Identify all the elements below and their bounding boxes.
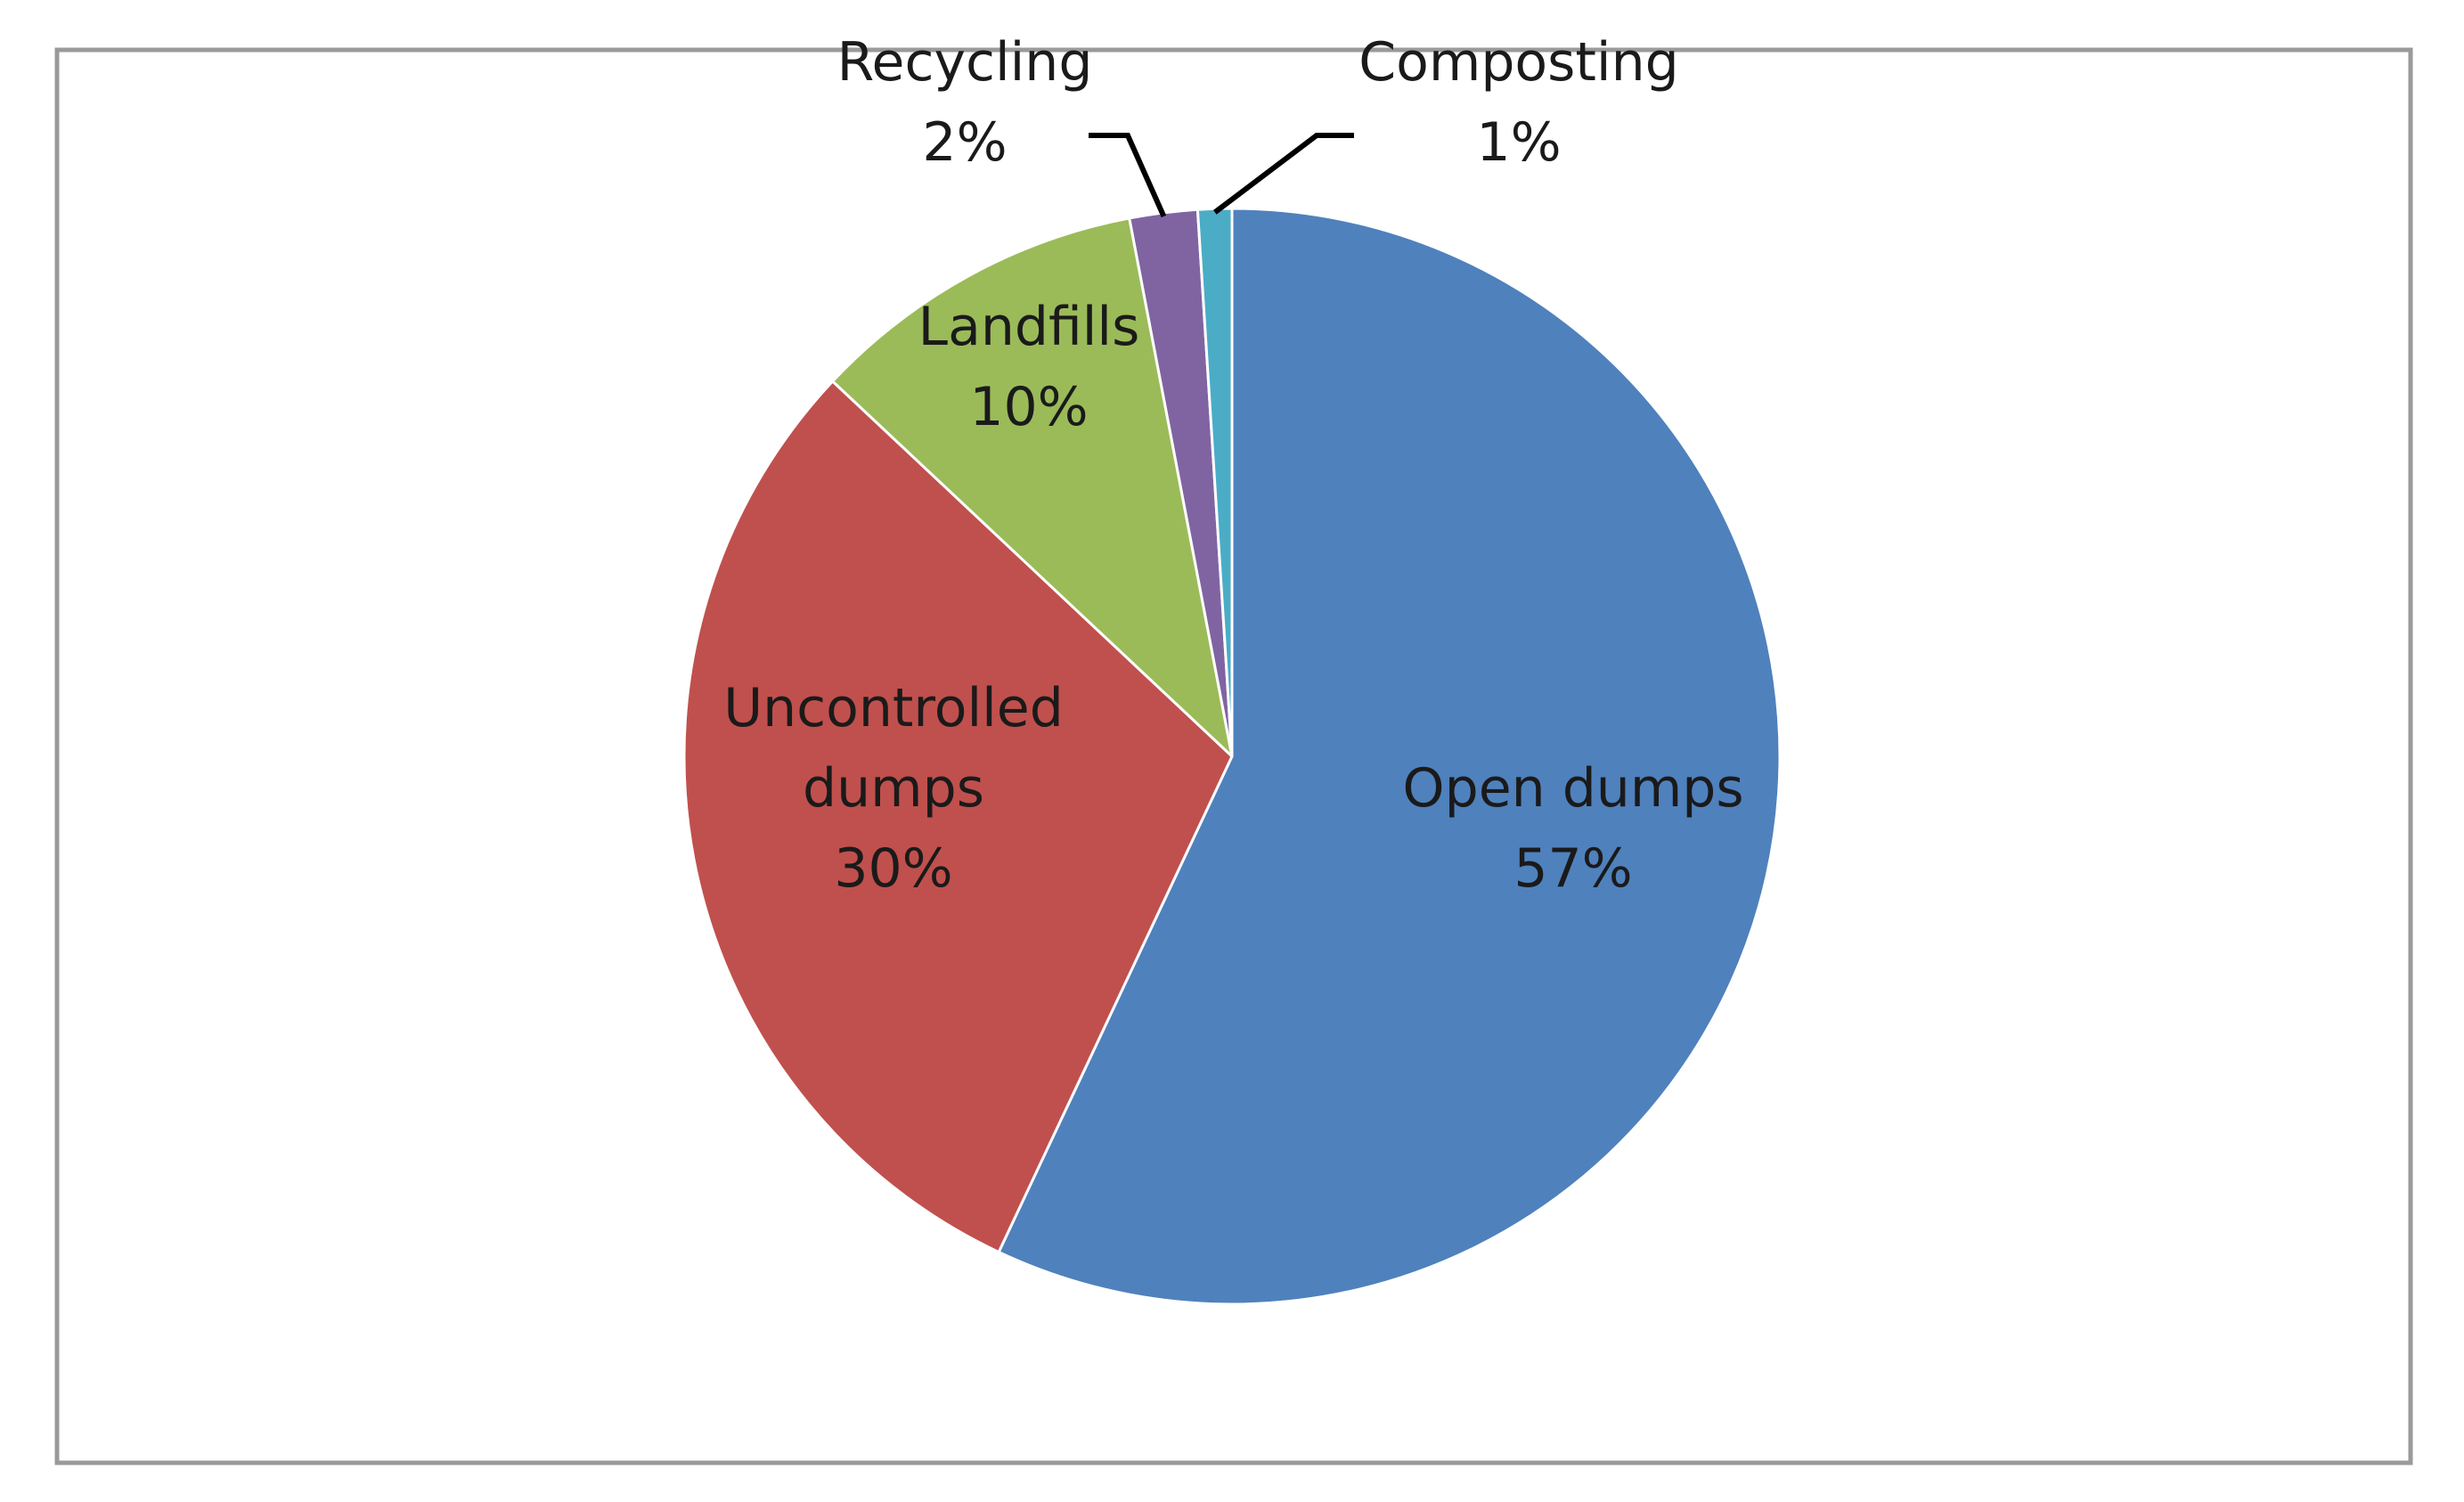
data-labels: Open dumps 57% Uncontrolled dumps 30% Landfil…	[723, 31, 1743, 900]
data-label-line: 10%	[969, 376, 1088, 438]
leader-line-composting	[1212, 133, 1354, 215]
leader-lines	[1089, 133, 1354, 218]
pie-slice-open-dumps	[997, 207, 1782, 1306]
data-label-line: Recycling	[837, 31, 1093, 94]
leader-line-recycling	[1089, 133, 1167, 218]
data-label-line: 2%	[922, 111, 1007, 174]
data-label-line: Landfills	[918, 296, 1140, 358]
pie-slice-uncontrolled-dumps	[682, 380, 1234, 1253]
data-label-line: 30%	[834, 837, 952, 900]
data-label-line: Uncontrolled	[723, 677, 1064, 739]
data-label-line: dumps	[803, 757, 984, 820]
data-label-composting: Composting 1%	[1358, 31, 1678, 174]
data-label-line: Composting	[1358, 31, 1678, 94]
data-label-open-dumps: Open dumps 57%	[1402, 757, 1743, 900]
pie-slice-composting	[1195, 207, 1234, 758]
data-label-line: Open dumps	[1402, 757, 1743, 820]
data-label-line: 1%	[1476, 111, 1561, 174]
pie-slices	[682, 207, 1782, 1306]
data-label-line: 57%	[1513, 837, 1632, 900]
data-label-recycling: Recycling 2%	[837, 31, 1093, 174]
pie-slice-landfills	[831, 216, 1234, 758]
data-label-landfills: Landfills 10%	[918, 296, 1140, 438]
data-label-uncontrolled-dumps: Uncontrolled dumps 30%	[723, 677, 1064, 900]
